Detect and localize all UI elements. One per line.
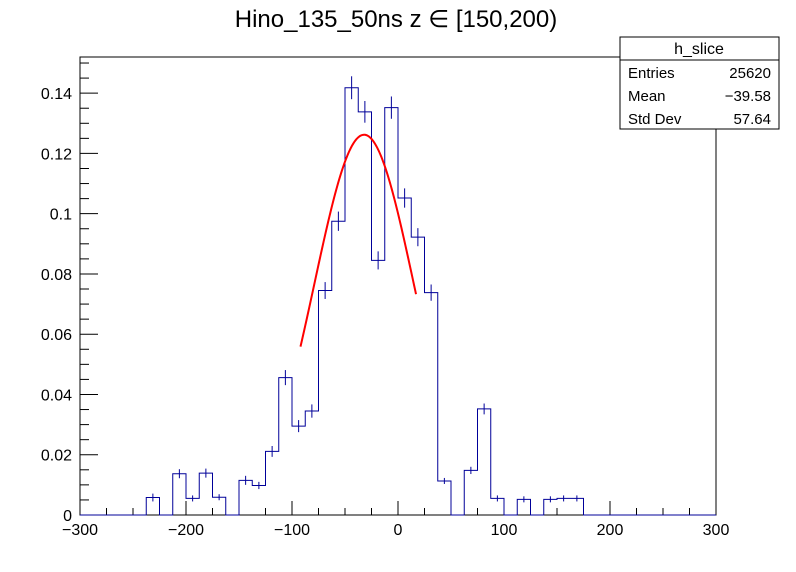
y-tick-label: 0.08 (41, 267, 72, 284)
x-tick-label: 300 (703, 522, 730, 539)
stats-stddev-value: 57.64 (733, 111, 771, 128)
y-tick-label: 0.1 (50, 207, 72, 224)
y-tick-label: 0.14 (41, 86, 72, 103)
stats-box-frame (619, 36, 780, 130)
stats-box: h_slice Entries 25620 Mean −39.58 Std De… (619, 36, 780, 130)
chart-title: Hino_135_50ns z ∈ [150,200) (235, 6, 557, 33)
y-tick-label: 0 (63, 508, 72, 525)
y-tick-label: 0.12 (41, 146, 72, 163)
stats-stddev-label: Std Dev (628, 111, 682, 128)
x-tick-label: −200 (168, 522, 204, 539)
x-axis: −300 −200 −100 0 100 200 300 (62, 501, 729, 539)
stats-box-title: h_slice (674, 41, 724, 58)
y-tick-label: 0.04 (41, 387, 72, 404)
x-tick-label: 0 (394, 522, 403, 539)
y-tick-label: 0.06 (41, 327, 72, 344)
gaussian-fit-series (299, 133, 417, 347)
histogram-outline (80, 87, 716, 516)
x-tick-label: 200 (597, 522, 624, 539)
x-tick-label: −300 (62, 522, 98, 539)
histogram-series (80, 76, 716, 516)
stats-entries-value: 25620 (729, 65, 771, 82)
stats-mean-label: Mean (628, 88, 666, 105)
y-axis: 0 0.02 0.04 0.06 0.08 0.1 0.12 0.14 (41, 62, 98, 525)
stats-entries-label: Entries (628, 65, 675, 82)
y-tick-label: 0.02 (41, 448, 72, 465)
x-tick-label: 100 (491, 522, 518, 539)
stats-mean-value: −39.58 (725, 88, 771, 105)
gaussian-fit-curve (299, 133, 417, 347)
x-tick-label: −100 (274, 522, 310, 539)
